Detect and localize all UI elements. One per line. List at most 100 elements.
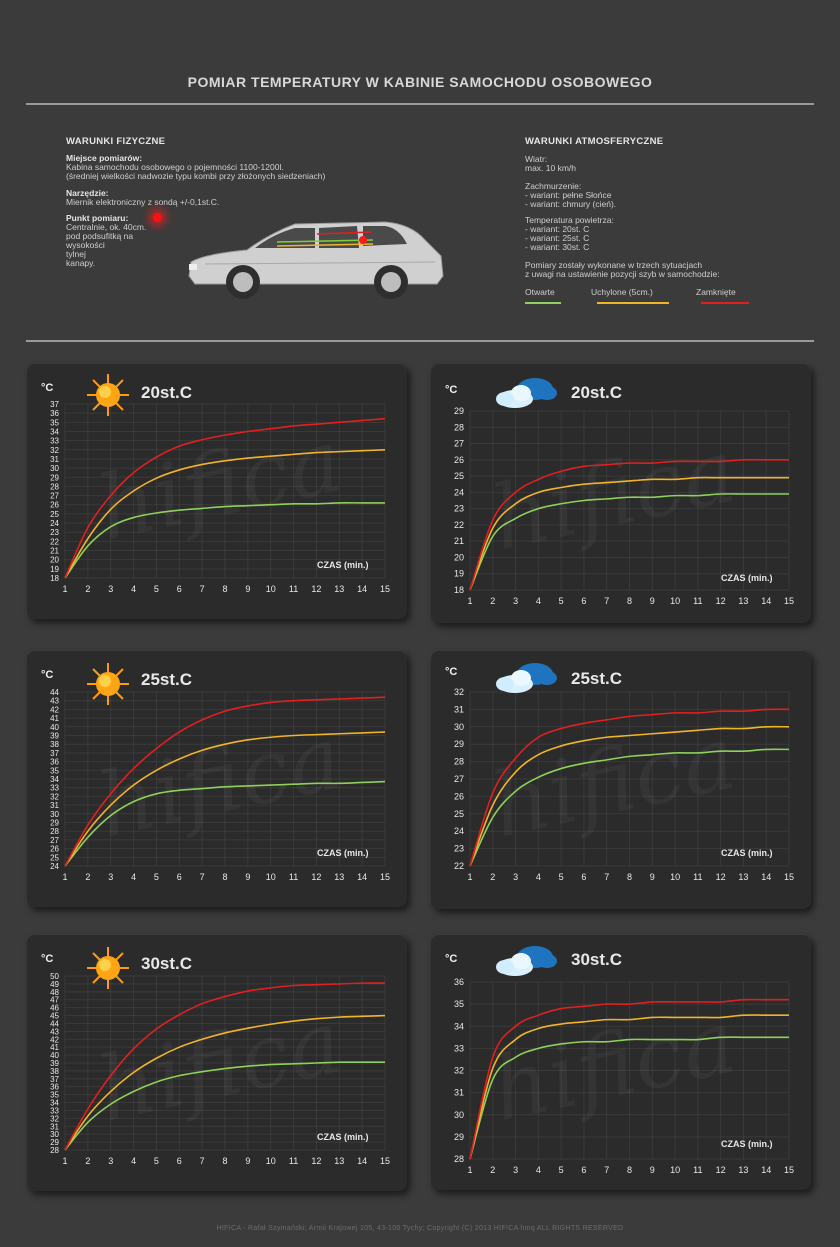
sun-icon (87, 374, 129, 416)
y-tick-label: 22 (454, 520, 464, 530)
temp-variant-3: - wariant: 30st. C (525, 242, 590, 252)
x-tick-label: 12 (716, 596, 726, 606)
x-tick-label: 13 (738, 872, 748, 882)
legend-label-ajar: Uchylone (5cm.) (591, 287, 653, 297)
x-tick-label: 3 (513, 1165, 518, 1175)
y-tick-label: 24 (50, 862, 59, 871)
series-line-otwarte (469, 1036, 789, 1160)
chart-panel-cloud-30: hifica °C 30st.C CZAS (min.) 28293031323… (431, 934, 811, 1190)
x-tick-label: 12 (311, 1156, 321, 1166)
x-tick-label: 14 (761, 596, 771, 606)
x-tick-label: 14 (357, 584, 367, 594)
y-tick-label: 30 (454, 1110, 464, 1120)
x-tick-label: 4 (131, 584, 136, 594)
series-line-zamkni-te (469, 458, 789, 591)
x-tick-label: 9 (245, 872, 250, 882)
footer-copyright: HIFICA - Rafał Szymański; Armii Krajowej… (216, 1225, 624, 1232)
x-tick-label: 7 (200, 584, 205, 594)
x-axis-label: CZAS (min.) (721, 1139, 773, 1149)
y-tick-label: 39 (50, 732, 59, 741)
cloud-icon (496, 378, 557, 408)
y-tick-label: 42 (50, 705, 59, 714)
x-tick-label: 2 (85, 1156, 90, 1166)
x-tick-label: 12 (716, 1165, 726, 1175)
x-tick-label: 5 (154, 872, 159, 882)
y-tick-label: 30 (50, 1130, 59, 1139)
series-line-zamkni-te (64, 982, 386, 1151)
y-tick-label: 39 (50, 1059, 59, 1068)
chart-panel-sun-25: hifica °C 25st.C CZAS (min.) 24252627282… (27, 650, 407, 907)
y-tick-label: 18 (454, 585, 464, 595)
x-tick-label: 3 (513, 872, 518, 882)
car-illustration (188, 221, 444, 299)
y-tick-label: 21 (50, 547, 59, 556)
x-tick-label: 8 (627, 596, 632, 606)
x-tick-label: 8 (222, 584, 227, 594)
y-tick-label: 28 (454, 1154, 464, 1164)
x-tick-label: 7 (604, 1165, 609, 1175)
sun-icon (87, 947, 129, 989)
y-tick-label: 44 (50, 688, 59, 697)
series-line-uchylone-5cm- (64, 448, 386, 579)
point-line: tylnej (66, 249, 86, 259)
x-tick-label: 11 (289, 1156, 298, 1166)
x-tick-label: 8 (222, 1156, 227, 1166)
x-tick-label: 1 (467, 1165, 472, 1175)
x-tick-label: 13 (738, 596, 748, 606)
y-tick-label: 46 (50, 1004, 59, 1013)
y-tick-label: 29 (454, 739, 464, 749)
place-block: Miejsce pomiarów: Kabina samochodu osobo… (66, 154, 325, 181)
chart-title: 30st.C (571, 950, 623, 969)
x-tick-label: 10 (266, 872, 276, 882)
y-tick-label: 48 (50, 988, 59, 997)
x-tick-label: 13 (334, 872, 344, 882)
x-tick-label: 6 (177, 872, 182, 882)
chart-panel-cloud-25: hifica °C 25st.C CZAS (min.) 22232425262… (431, 650, 811, 909)
series-line-uchylone-5cm- (469, 725, 790, 867)
x-tick-label: 15 (784, 596, 794, 606)
x-tick-label: 15 (380, 872, 390, 882)
y-tick-label: 35 (50, 418, 59, 427)
x-tick-label: 10 (266, 584, 276, 594)
y-tick-label: 35 (50, 766, 59, 775)
series-line-otwarte (64, 1061, 385, 1151)
x-tick-label: 10 (670, 1165, 680, 1175)
y-tick-label: 23 (454, 504, 464, 514)
x-axis-label: CZAS (min.) (317, 848, 369, 858)
x-axis-label: CZAS (min.) (317, 1132, 369, 1142)
x-tick-label: 15 (784, 1165, 794, 1175)
x-tick-label: 14 (761, 872, 771, 882)
y-tick-label: 36 (50, 1083, 59, 1092)
y-tick-label: 25 (50, 853, 59, 862)
series-line-uchylone-5cm- (469, 476, 789, 591)
x-tick-label: 11 (693, 872, 702, 882)
x-tick-label: 9 (650, 596, 655, 606)
place-line-1: Kabina samochodu osobowego o pojemności … (66, 162, 284, 172)
unit-label: °C (41, 382, 54, 394)
y-tick-label: 19 (50, 565, 59, 574)
cloud-label: Zachmurzenie: (525, 181, 582, 191)
x-tick-label: 1 (62, 872, 67, 882)
y-tick-label: 37 (50, 749, 59, 758)
legend-line-closed (701, 302, 749, 304)
y-tick-label: 31 (454, 1088, 464, 1098)
y-tick-label: 25 (50, 510, 59, 519)
y-tick-label: 22 (50, 537, 59, 546)
y-tick-label: 24 (454, 826, 464, 836)
y-tick-label: 36 (50, 409, 59, 418)
place-line-2: (średniej wielkości nadwozie typu kombi … (66, 171, 326, 181)
chart-plot: 2425262728293031323334353637383940414243… (50, 688, 390, 882)
x-tick-label: 8 (627, 1165, 632, 1175)
x-tick-label: 3 (513, 596, 518, 606)
physical-heading: WARUNKI FIZYCZNE (66, 136, 166, 147)
x-tick-label: 8 (222, 872, 227, 882)
y-tick-label: 32 (454, 1066, 464, 1076)
chart-title: 20st.C (141, 383, 193, 402)
x-axis-label: CZAS (min.) (721, 848, 773, 858)
y-tick-label: 25 (454, 809, 464, 819)
series-line-uchylone-5cm- (469, 1014, 789, 1160)
x-tick-label: 2 (490, 872, 495, 882)
y-tick-label: 27 (454, 439, 464, 449)
point-label: Punkt pomiaru: (66, 213, 129, 223)
